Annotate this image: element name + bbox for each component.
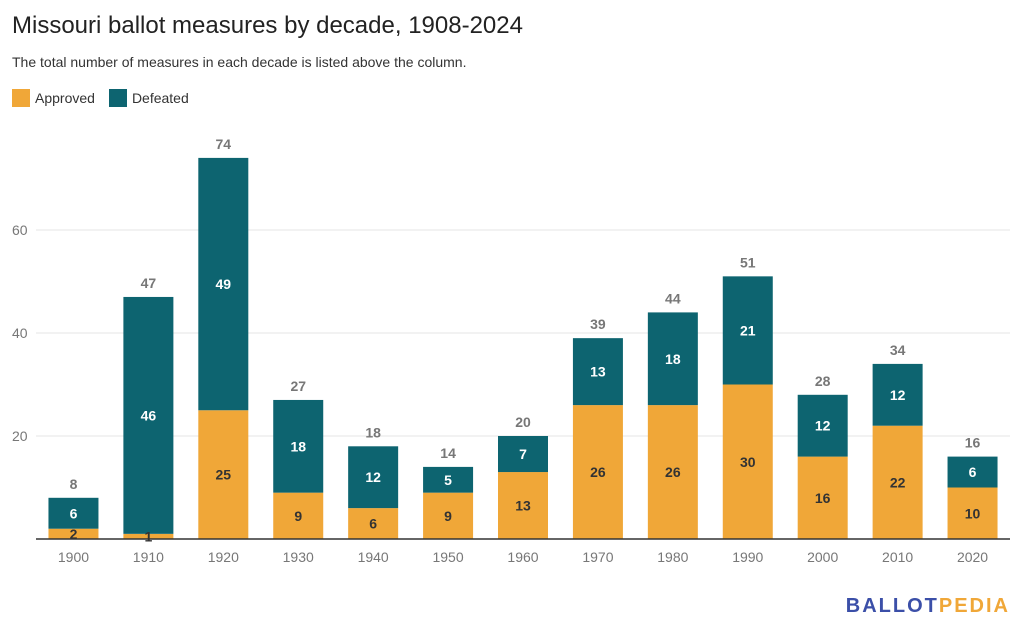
bar-defeated-2000 [797,394,848,457]
legend-item-approved: Approved [12,89,95,107]
bar-defeated-1980 [647,312,698,406]
total-label-1900: 8 [70,476,78,492]
data-label-defeated-1940: 12 [365,469,381,485]
x-tick-label-1960: 1960 [507,549,538,565]
total-label-1950: 14 [440,445,456,461]
bar-approved-1910 [123,533,174,539]
x-tick-label-1910: 1910 [133,549,164,565]
bar-approved-2000 [797,456,848,539]
data-label-defeated-1980: 18 [665,351,681,367]
data-label-approved-1910: 1 [144,528,152,544]
x-tick-label-1900: 1900 [58,549,89,565]
total-label-1930: 27 [290,378,306,394]
legend-item-defeated: Defeated [108,89,189,107]
data-label-approved-2020: 10 [965,505,981,521]
bar-approved-1940 [348,508,399,539]
x-tick-label-1970: 1970 [582,549,613,565]
x-tick-label-1930: 1930 [283,549,314,565]
x-tick-label-2010: 2010 [882,549,913,565]
bar-defeated-2010 [872,363,923,426]
data-label-approved-2010: 22 [890,474,906,490]
y-tick-label-40: 40 [12,325,28,341]
bar-defeated-1910 [123,296,174,534]
chart-subtitle: The total number of measures in each dec… [12,54,467,70]
x-tick-label-1950: 1950 [432,549,463,565]
total-label-1910: 47 [141,275,157,291]
bar-defeated-1920 [198,157,249,411]
data-label-defeated-1960: 7 [519,446,527,462]
legend: Approved Defeated [12,89,203,107]
legend-label-defeated: Defeated [131,90,189,106]
data-label-approved-1990: 30 [740,454,756,470]
total-label-2000: 28 [815,373,831,389]
bar-defeated-1960 [498,436,548,473]
logo-part-ballot: BALLOT [845,595,939,617]
data-label-approved-1970: 26 [590,464,606,480]
bar-approved-1970 [572,405,623,539]
total-label-2010: 34 [890,342,906,358]
total-label-1940: 18 [365,424,381,440]
data-label-approved-2000: 16 [815,490,831,506]
total-label-1980: 44 [665,290,681,306]
bar-approved-1960 [498,472,548,539]
bar-defeated-2020 [947,456,998,488]
data-label-approved-1960: 13 [515,498,531,514]
data-label-approved-1950: 9 [444,508,452,524]
bar-approved-2010 [872,425,923,539]
bar-approved-2020 [947,487,998,539]
total-label-1960: 20 [515,414,531,430]
bar-defeated-1900 [48,497,99,529]
legend-swatch-approved [12,89,30,107]
legend-label-approved: Approved [35,90,95,106]
bar-approved-1980 [647,405,698,539]
data-label-approved-1980: 26 [665,464,681,480]
bar-defeated-1930 [273,399,324,493]
y-tick-label-60: 60 [12,222,28,238]
data-label-defeated-2000: 12 [815,418,831,434]
data-label-defeated-1930: 18 [290,438,306,454]
data-label-defeated-1920: 49 [216,276,232,292]
x-tick-label-1990: 1990 [732,549,763,565]
data-label-defeated-1900: 6 [70,505,78,521]
data-label-defeated-1970: 13 [590,364,606,380]
ballotpedia-logo: BALLOTPEDIA [846,595,1010,618]
bar-approved-1950 [423,492,474,539]
x-tick-label-2000: 2000 [807,549,838,565]
data-label-defeated-1950: 5 [444,472,452,488]
data-label-defeated-1990: 21 [740,322,756,338]
data-label-defeated-2010: 12 [890,387,906,403]
bar-approved-1900 [48,528,99,539]
bar-defeated-1950 [423,466,474,493]
y-tick-label-20: 20 [12,428,28,444]
total-label-1970: 39 [590,316,606,332]
bar-approved-1920 [198,410,249,539]
bar-defeated-1990 [722,276,773,385]
bar-approved-1930 [273,492,324,539]
total-label-1920: 74 [216,136,232,152]
data-label-approved-1900: 2 [70,526,78,542]
legend-swatch-defeated [108,89,127,107]
x-tick-label-1920: 1920 [208,549,239,565]
total-label-2020: 16 [965,435,981,451]
data-label-approved-1930: 9 [294,508,302,524]
total-label-1990: 51 [740,254,756,270]
x-tick-label-2020: 2020 [957,549,988,565]
logo-part-pedia: PEDIA [938,595,1010,617]
data-label-approved-1940: 6 [369,516,377,532]
data-label-defeated-1910: 46 [141,407,157,423]
x-tick-label-1980: 1980 [657,549,688,565]
chart-title: Missouri ballot measures by decade, 1908… [12,12,523,39]
data-label-approved-1920: 25 [216,467,232,483]
bar-defeated-1940 [348,446,399,509]
bar-approved-1990 [722,384,773,539]
x-tick-label-1940: 1940 [358,549,389,565]
bar-defeated-1970 [572,338,623,406]
data-label-defeated-2020: 6 [969,464,977,480]
